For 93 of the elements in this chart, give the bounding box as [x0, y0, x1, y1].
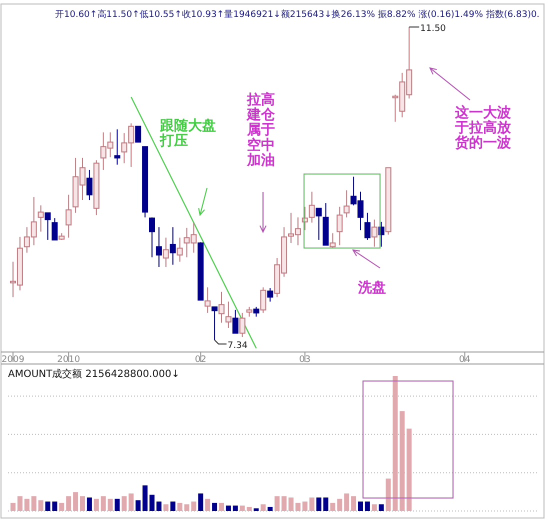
candlestick: [52, 218, 58, 240]
candlestick: [246, 306, 252, 318]
bar: [378, 504, 384, 511]
bar: [372, 504, 377, 511]
bar: [240, 506, 245, 511]
bar: [170, 502, 176, 511]
bar: [177, 502, 182, 511]
x-tick-label: 2009: [2, 355, 25, 365]
bar: [136, 500, 141, 511]
candlestick: [336, 206, 343, 246]
bar: [100, 496, 106, 511]
candlestick: [267, 288, 274, 302]
bar: [31, 496, 36, 511]
bar: [330, 502, 336, 511]
candlestick: [135, 126, 142, 143]
bar: [198, 493, 204, 511]
bar: [205, 498, 210, 511]
candlestick: [344, 190, 350, 218]
x-tick-label: 03: [299, 355, 311, 365]
bar: [156, 502, 162, 511]
x-tick-label: 2010: [57, 355, 80, 365]
candlestick: [212, 306, 218, 340]
bar: [73, 492, 78, 511]
bar: [406, 428, 412, 511]
bar: [316, 498, 322, 511]
candlestick: [239, 312, 246, 338]
text: 7.34: [228, 341, 248, 351]
bar: [150, 494, 154, 511]
candlestick: [66, 194, 72, 238]
candlestick: [253, 306, 260, 318]
candlestick: [86, 169, 92, 201]
bar: [260, 504, 266, 511]
candlestick: [204, 286, 211, 314]
bar: [323, 498, 328, 511]
annotation: 跟随大盘打压: [159, 118, 216, 150]
annotation: 11.50: [420, 24, 446, 34]
annotation: 洗盘: [357, 280, 386, 296]
candlestick: [316, 208, 322, 240]
bar: [17, 496, 22, 511]
bar: [114, 498, 120, 511]
candlestick: [44, 212, 51, 240]
annotation: 拉高建仓属于空中加油: [246, 91, 276, 168]
bar: [358, 502, 363, 511]
bar: [66, 496, 72, 511]
bar: [351, 496, 356, 511]
candlestick: [364, 212, 370, 240]
candlestick: [176, 237, 183, 262]
chart-title: 开10.60↑高11.50↑低10.55↑收10.93↑量1946921↓额215643↓换26.13% 振8.82% 涨(0.16)1.49% 指数(6.83)0.: [55, 9, 540, 20]
bar: [364, 502, 370, 511]
bar: [122, 496, 127, 511]
bar: [80, 496, 85, 511]
bar: [10, 502, 16, 511]
bar: [24, 498, 30, 511]
candlestick: [260, 286, 266, 314]
candlestick: [232, 309, 238, 334]
chart-title: AMOUNT成交额 2156428800.000↓: [8, 368, 180, 380]
bar: [142, 485, 148, 511]
candlestick: [330, 232, 336, 249]
candlestick: [170, 226, 176, 266]
bar: [274, 496, 280, 511]
bar: [288, 498, 294, 511]
bar: [59, 502, 64, 511]
bar: [108, 498, 113, 511]
bar: [232, 506, 238, 511]
x-tick-label: 04: [459, 355, 471, 365]
bar: [128, 493, 134, 511]
bar: [86, 498, 92, 511]
bar: [163, 504, 168, 511]
bar: [219, 502, 224, 511]
bar: [337, 498, 342, 511]
bar: [254, 508, 259, 511]
bar: [268, 506, 273, 511]
bar: [246, 506, 252, 511]
candlestick: [162, 237, 169, 268]
candlestick: [38, 204, 44, 232]
candlestick: [225, 301, 232, 328]
bar: [282, 496, 287, 511]
candlestick: [114, 128, 120, 166]
bar: [226, 506, 231, 511]
bar: [386, 478, 391, 511]
bar: [309, 498, 314, 511]
bar: [94, 498, 99, 511]
bar: [38, 500, 44, 511]
x-tick-label: 02: [194, 355, 206, 365]
bar: [344, 493, 350, 511]
candlestick: [371, 219, 378, 248]
candlestick: [218, 291, 224, 324]
bar: [295, 502, 300, 511]
annotation: 这一大波于拉高放货的一波: [454, 104, 512, 152]
candlestick: [149, 216, 155, 258]
candlestick: [156, 226, 162, 268]
bar: [302, 502, 308, 511]
bar: [212, 502, 218, 511]
